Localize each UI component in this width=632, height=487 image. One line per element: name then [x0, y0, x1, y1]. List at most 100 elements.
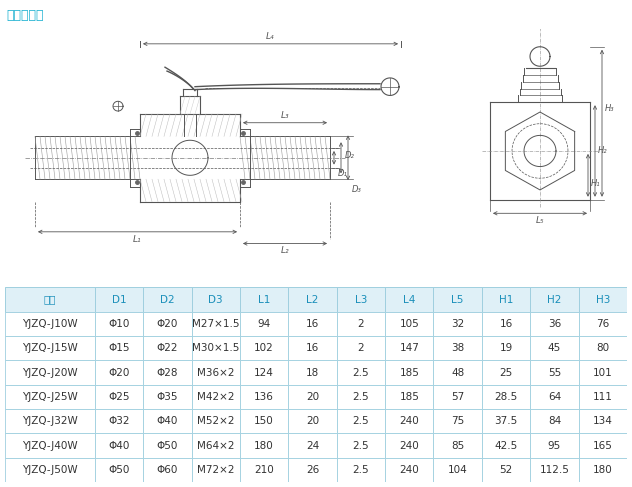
Text: 38: 38 [451, 343, 465, 353]
Bar [5, 433, 95, 458]
Bar [482, 312, 530, 336]
Text: 180: 180 [593, 465, 612, 475]
Bar [5, 336, 95, 360]
Text: 134: 134 [593, 416, 612, 426]
Text: Φ50: Φ50 [157, 441, 178, 450]
Bar [143, 433, 191, 458]
Bar [530, 385, 578, 409]
Bar [530, 409, 578, 433]
Text: L1: L1 [258, 295, 270, 304]
Text: 112.5: 112.5 [540, 465, 569, 475]
Text: 52: 52 [499, 465, 513, 475]
Bar [482, 336, 530, 360]
Text: L₅: L₅ [536, 216, 544, 225]
Text: 16: 16 [306, 319, 319, 329]
Bar [240, 312, 288, 336]
Text: L₂: L₂ [281, 246, 289, 255]
Text: D1: D1 [112, 295, 126, 304]
Bar [95, 409, 143, 433]
Bar [288, 336, 337, 360]
Text: 36: 36 [548, 319, 561, 329]
Text: 75: 75 [451, 416, 465, 426]
Text: H1: H1 [499, 295, 513, 304]
Text: 80: 80 [596, 343, 609, 353]
Bar [337, 312, 385, 336]
Text: H₂: H₂ [598, 147, 607, 155]
Bar [337, 458, 385, 482]
Bar [578, 409, 627, 433]
Text: YJZQ-J40W: YJZQ-J40W [22, 441, 78, 450]
Text: Φ15: Φ15 [108, 343, 130, 353]
Text: Φ20: Φ20 [108, 368, 130, 377]
Bar [578, 433, 627, 458]
Text: L₃: L₃ [281, 111, 289, 120]
Bar [434, 360, 482, 385]
Text: 19: 19 [499, 343, 513, 353]
Bar [385, 409, 434, 433]
Bar [191, 385, 240, 409]
Text: 2.5: 2.5 [353, 392, 369, 402]
Text: YJZQ-J10W: YJZQ-J10W [22, 319, 78, 329]
Text: 147: 147 [399, 343, 419, 353]
Bar [530, 336, 578, 360]
Bar [578, 312, 627, 336]
Bar [337, 409, 385, 433]
Bar [143, 360, 191, 385]
Bar [288, 409, 337, 433]
Bar [288, 433, 337, 458]
Text: 95: 95 [548, 441, 561, 450]
Text: 84: 84 [548, 416, 561, 426]
Bar [434, 336, 482, 360]
Bar [5, 287, 95, 312]
Text: Φ35: Φ35 [157, 392, 178, 402]
Bar [337, 360, 385, 385]
Text: M52×2: M52×2 [197, 416, 234, 426]
Bar [337, 336, 385, 360]
Text: 26: 26 [306, 465, 319, 475]
Bar [191, 336, 240, 360]
Text: Φ28: Φ28 [157, 368, 178, 377]
Text: 20: 20 [306, 416, 319, 426]
Bar [385, 336, 434, 360]
Bar [578, 360, 627, 385]
Text: Φ60: Φ60 [157, 465, 178, 475]
Text: 210: 210 [254, 465, 274, 475]
Text: L₄: L₄ [266, 32, 275, 41]
Bar [482, 360, 530, 385]
Text: 型号: 型号 [44, 295, 56, 304]
Bar [385, 287, 434, 312]
Bar [530, 312, 578, 336]
Bar [143, 458, 191, 482]
Text: Φ32: Φ32 [108, 416, 130, 426]
Text: 外螺纹连接: 外螺纹连接 [6, 9, 44, 22]
Bar [482, 458, 530, 482]
Bar [143, 409, 191, 433]
Bar [5, 385, 95, 409]
Bar [385, 312, 434, 336]
Bar [95, 312, 143, 336]
Text: 94: 94 [258, 319, 270, 329]
Text: 42.5: 42.5 [494, 441, 518, 450]
Text: L2: L2 [307, 295, 319, 304]
Text: L4: L4 [403, 295, 415, 304]
Text: 124: 124 [254, 368, 274, 377]
Text: Φ10: Φ10 [108, 319, 130, 329]
Text: 180: 180 [254, 441, 274, 450]
Bar [288, 360, 337, 385]
Bar [288, 385, 337, 409]
Bar [143, 287, 191, 312]
Text: YJZQ-J15W: YJZQ-J15W [22, 343, 78, 353]
Bar [578, 336, 627, 360]
Text: 101: 101 [593, 368, 612, 377]
Bar [434, 385, 482, 409]
Text: Φ50: Φ50 [108, 465, 130, 475]
Text: Φ40: Φ40 [157, 416, 178, 426]
Bar [578, 385, 627, 409]
Bar [530, 360, 578, 385]
Text: 24: 24 [306, 441, 319, 450]
Bar [482, 385, 530, 409]
Bar [5, 312, 95, 336]
Text: 136: 136 [254, 392, 274, 402]
Bar [578, 287, 627, 312]
Text: 102: 102 [254, 343, 274, 353]
